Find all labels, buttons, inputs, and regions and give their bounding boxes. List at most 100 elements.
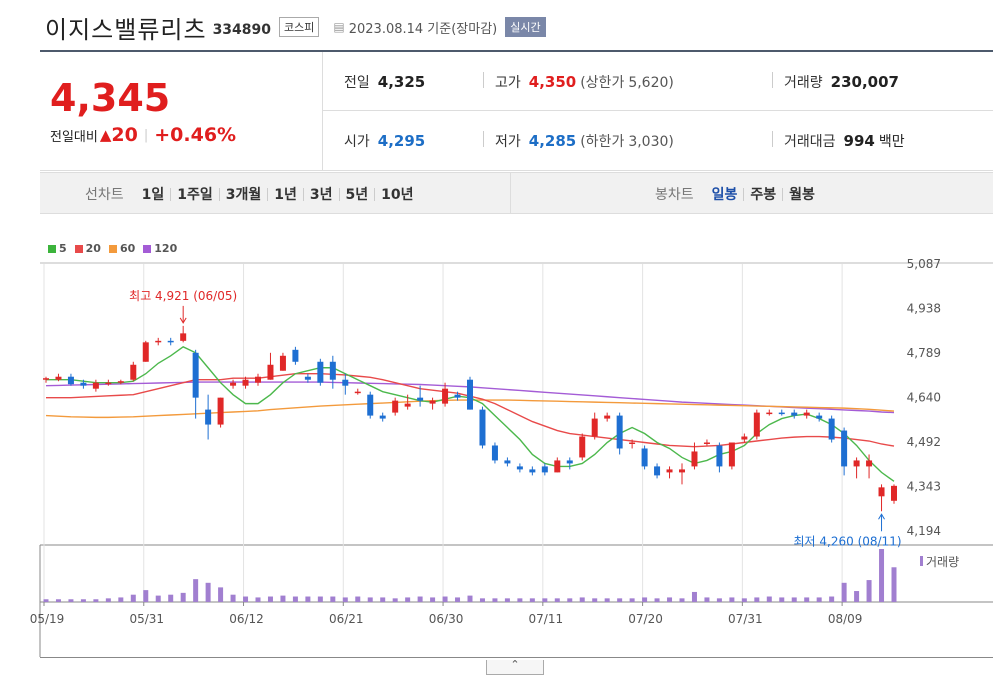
volume-bar [118, 597, 124, 602]
open-label: 시가 [344, 134, 370, 150]
volume-bar [529, 598, 535, 602]
candle-body [554, 460, 561, 473]
candle-body [317, 361, 324, 383]
y-tick-label: 4,789 [907, 346, 941, 360]
collapse-button[interactable]: ⌃ [486, 659, 544, 675]
x-tick-label: 07/11 [529, 612, 564, 626]
upper-limit-value: 5,620) [628, 75, 674, 91]
separator [772, 131, 773, 147]
volume-bar [230, 594, 236, 602]
separator [218, 187, 220, 201]
x-tick-label: 06/21 [329, 612, 364, 626]
date-text: 2023.08.14 기준(장마감) [348, 21, 498, 37]
volume-label: 거래량 [784, 75, 823, 91]
trade-amount: 거래대금 994 백만 [784, 131, 905, 151]
volume-bar [392, 598, 398, 602]
candle-body [467, 379, 473, 410]
candle-body [180, 333, 187, 341]
realtime-button[interactable]: 실시간 [505, 17, 546, 37]
volume-bar [567, 598, 573, 602]
period-line_items-5[interactable]: 5년 [345, 187, 369, 203]
period-selector: 선차트 1일 1주일 3개월 1년 3년 5년 10년 봉차트 일봉 주봉 월봉 [40, 172, 993, 214]
stock-code: 334890 [212, 22, 272, 38]
y-tick-label: 5,087 [907, 257, 941, 271]
period-line_items-3[interactable]: 1년 [274, 187, 297, 203]
candle-body [666, 469, 673, 473]
candle-body [703, 442, 710, 444]
volume-legend-swatch [920, 556, 923, 566]
market-badge: 코스피 [279, 17, 320, 37]
candle-body [217, 397, 224, 425]
volume-bar [255, 597, 261, 602]
volume-bar [716, 598, 722, 602]
prev-close-label: 전일 [344, 75, 370, 91]
volume-value: 230,007 [830, 73, 899, 91]
candle-body [803, 412, 810, 416]
change-percent: +0.46% [154, 124, 237, 146]
candle-body [766, 412, 773, 415]
volume-bar [205, 582, 211, 602]
volume-bar [218, 587, 224, 602]
volume-bar [479, 598, 485, 602]
volume-bar [617, 598, 623, 602]
volume-bar [592, 598, 598, 602]
y-tick-label: 4,194 [907, 524, 941, 538]
volume-bar [891, 567, 897, 602]
volume-bar [130, 594, 136, 602]
min-arrowhead [878, 513, 885, 520]
y-tick-label: 4,640 [907, 391, 941, 405]
volume-bar [866, 580, 872, 602]
volume-bar [504, 598, 510, 602]
period-line_items-0[interactable]: 1일 [141, 187, 165, 203]
volume-bar [380, 597, 386, 602]
candle-chart-label: 봉차트 [655, 187, 694, 203]
candle-body [404, 403, 411, 407]
period-candle_items-1[interactable]: 주봉 [750, 187, 777, 203]
candle-body [80, 382, 87, 386]
price-change: 전일대비 ▲ 20 | +0.46% [50, 124, 236, 146]
volume-bar [667, 597, 673, 602]
volume-bar [629, 598, 635, 602]
volume-bar [355, 596, 361, 602]
legend-label: 20 [85, 242, 101, 255]
volume-bar [330, 596, 336, 602]
candle-body [205, 409, 212, 425]
candle-body [442, 388, 449, 404]
ma-legend: 5 20 60 120 [48, 242, 185, 255]
candle-body [716, 445, 723, 467]
separator [170, 187, 172, 201]
candle-body [379, 415, 386, 419]
candle-body [279, 355, 286, 371]
candle-body [267, 364, 274, 380]
candle-body [828, 418, 835, 440]
y-tick-label: 4,492 [907, 435, 941, 449]
period-line_items-4[interactable]: 3년 [309, 187, 333, 203]
volume-bar [292, 596, 298, 602]
calendar-icon: ▤ [333, 20, 345, 34]
period-candle_items-0[interactable]: 일봉 [711, 187, 738, 203]
period-candle_items-2[interactable]: 월봉 [789, 187, 815, 203]
legend-label: 120 [154, 242, 178, 255]
prev-close: 전일 4,325 [344, 72, 425, 92]
lower-limit-value: 3,030) [628, 134, 674, 150]
candle-body [130, 364, 137, 380]
volume-bar [180, 592, 186, 602]
separator [743, 187, 745, 201]
candle-body [92, 382, 99, 389]
volume-bar [417, 596, 423, 602]
candle-body [816, 415, 823, 419]
period-line_items-2[interactable]: 3개월 [225, 187, 262, 203]
separator [302, 187, 304, 201]
candle-body [167, 340, 174, 343]
volume-bar [642, 597, 648, 602]
volume-bar [243, 596, 249, 602]
candle-body [429, 400, 436, 404]
period-line_items-1[interactable]: 1주일 [177, 187, 213, 203]
line-chart-label: 선차트 [85, 187, 124, 203]
period-line_items-6[interactable]: 10년 [381, 187, 414, 203]
volume-bar [554, 598, 560, 602]
legend-swatch [143, 244, 152, 253]
candle-body [591, 418, 598, 437]
volume-bar [305, 596, 311, 602]
legend-item-60: 60 [108, 242, 135, 255]
